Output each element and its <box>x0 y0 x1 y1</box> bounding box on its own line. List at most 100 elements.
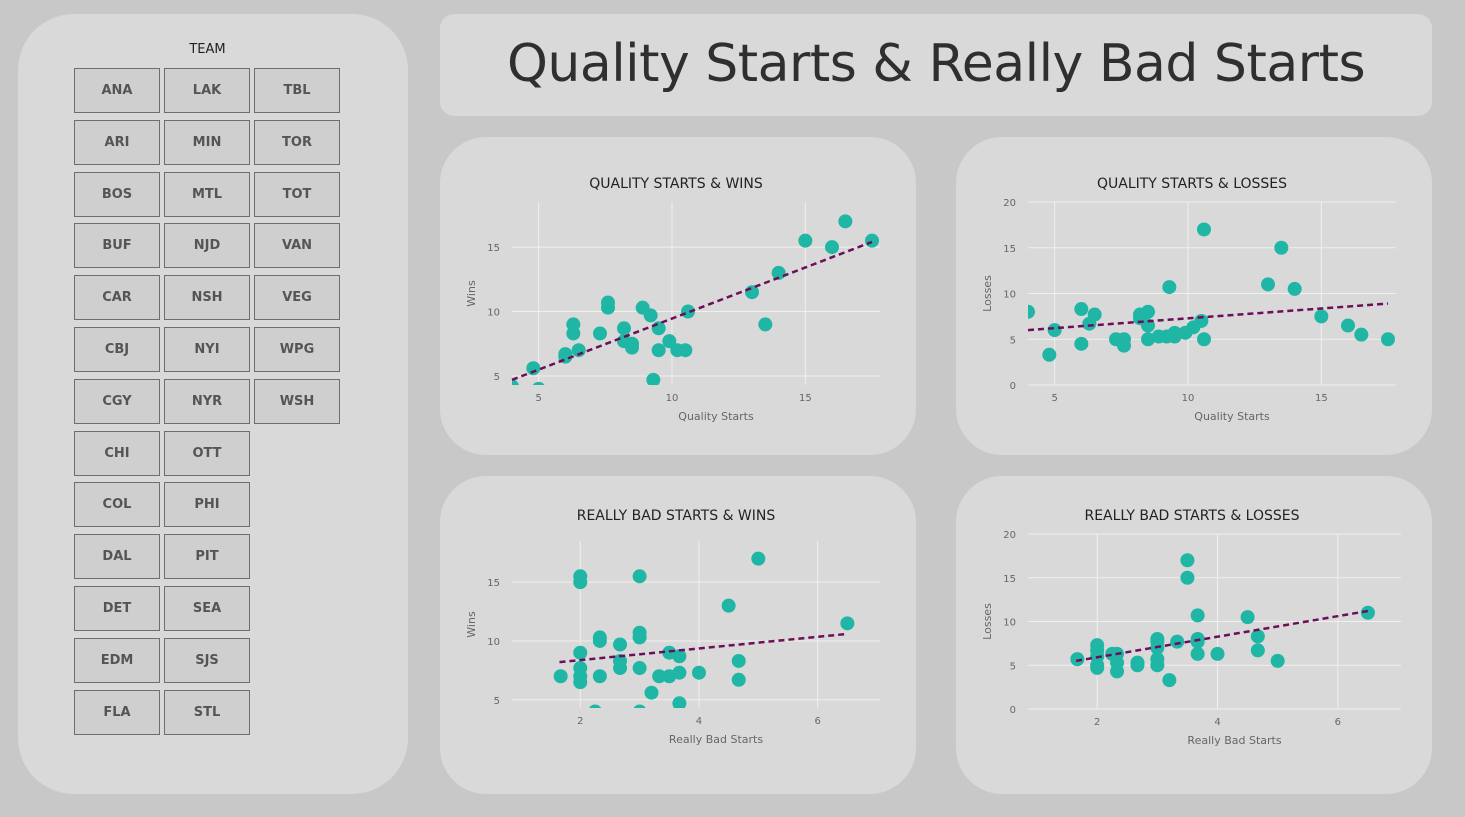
team-button-det[interactable]: DET <box>74 586 160 631</box>
data-point[interactable] <box>1210 646 1225 661</box>
team-button-edm[interactable]: EDM <box>74 638 160 683</box>
data-point[interactable] <box>798 233 813 248</box>
data-point[interactable] <box>1162 280 1177 295</box>
data-point[interactable] <box>1360 605 1375 620</box>
data-point[interactable] <box>1141 304 1155 319</box>
data-point[interactable] <box>1194 313 1209 328</box>
data-point[interactable] <box>1250 643 1265 658</box>
data-point[interactable] <box>1274 240 1289 255</box>
data-point[interactable] <box>1087 307 1102 322</box>
data-point[interactable] <box>691 665 706 680</box>
data-point[interactable] <box>1270 653 1285 668</box>
data-point[interactable] <box>1250 629 1265 644</box>
team-button-ana[interactable]: ANA <box>74 68 160 113</box>
data-point[interactable] <box>1150 652 1165 667</box>
team-button-min[interactable]: MIN <box>164 120 250 165</box>
data-point[interactable] <box>1190 608 1205 623</box>
data-point[interactable] <box>558 347 573 362</box>
data-point[interactable] <box>1180 570 1195 585</box>
data-point[interactable] <box>1130 655 1145 670</box>
data-point[interactable] <box>672 649 687 664</box>
data-point[interactable] <box>1170 634 1185 649</box>
data-point[interactable] <box>651 343 666 358</box>
team-button-sjs[interactable]: SJS <box>164 638 250 683</box>
team-button-pit[interactable]: PIT <box>164 534 250 579</box>
data-point[interactable] <box>651 321 666 336</box>
team-button-tor[interactable]: TOR <box>254 120 340 165</box>
team-button-sea[interactable]: SEA <box>164 586 250 631</box>
team-button-wsh[interactable]: WSH <box>254 379 340 424</box>
data-point[interactable] <box>731 653 746 668</box>
team-button-veg[interactable]: VEG <box>254 275 340 320</box>
data-point[interactable] <box>613 637 628 652</box>
data-point[interactable] <box>526 361 541 376</box>
team-button-van[interactable]: VAN <box>254 223 340 268</box>
data-point[interactable] <box>771 265 786 280</box>
data-point[interactable] <box>588 704 602 719</box>
team-button-car[interactable]: CAR <box>74 275 160 320</box>
team-button-bos[interactable]: BOS <box>74 172 160 217</box>
data-point[interactable] <box>672 696 687 710</box>
data-point[interactable] <box>1042 347 1057 362</box>
data-point[interactable] <box>751 551 766 566</box>
data-point[interactable] <box>652 669 667 684</box>
team-button-tot[interactable]: TOT <box>254 172 340 217</box>
data-point[interactable] <box>1197 332 1211 347</box>
team-button-wpg[interactable]: WPG <box>254 327 340 372</box>
team-button-ari[interactable]: ARI <box>74 120 160 165</box>
team-button-mtl[interactable]: MTL <box>164 172 250 217</box>
data-point[interactable] <box>662 334 677 349</box>
team-button-fla[interactable]: FLA <box>74 690 160 735</box>
data-point[interactable] <box>1150 632 1165 646</box>
data-point[interactable] <box>632 625 647 640</box>
data-point[interactable] <box>1047 323 1062 338</box>
data-point[interactable] <box>1180 553 1195 568</box>
data-point[interactable] <box>644 685 659 700</box>
data-point[interactable] <box>633 704 647 719</box>
team-button-stl[interactable]: STL <box>164 690 250 735</box>
team-button-nsh[interactable]: NSH <box>164 275 250 320</box>
data-point[interactable] <box>1197 222 1211 237</box>
data-point[interactable] <box>1190 646 1205 661</box>
data-point[interactable] <box>758 317 773 332</box>
data-point[interactable] <box>672 665 687 680</box>
data-point[interactable] <box>1167 325 1182 340</box>
data-point[interactable] <box>838 214 853 229</box>
team-button-ott[interactable]: OTT <box>164 431 250 476</box>
data-point[interactable] <box>505 379 519 393</box>
data-point[interactable] <box>1261 277 1275 292</box>
data-point[interactable] <box>678 343 693 358</box>
team-button-nyr[interactable]: NYR <box>164 379 250 424</box>
data-point[interactable] <box>593 326 607 341</box>
data-point[interactable] <box>840 616 855 631</box>
data-point[interactable] <box>1074 336 1089 351</box>
data-point[interactable] <box>1021 304 1035 319</box>
data-point[interactable] <box>1314 309 1329 324</box>
team-button-tbl[interactable]: TBL <box>254 68 340 113</box>
data-point[interactable] <box>865 233 879 248</box>
team-button-col[interactable]: COL <box>74 482 160 527</box>
data-point[interactable] <box>1074 302 1089 317</box>
team-button-njd[interactable]: NJD <box>164 223 250 268</box>
data-point[interactable] <box>625 336 639 351</box>
team-button-lak[interactable]: LAK <box>164 68 250 113</box>
data-point[interactable] <box>601 295 615 310</box>
team-button-cbj[interactable]: CBJ <box>74 327 160 372</box>
data-point[interactable] <box>592 669 607 684</box>
data-point[interactable] <box>632 661 647 676</box>
data-point[interactable] <box>573 661 588 676</box>
data-point[interactable] <box>613 653 628 668</box>
data-point[interactable] <box>632 569 647 584</box>
data-point[interactable] <box>643 308 658 323</box>
data-point[interactable] <box>1090 638 1105 653</box>
data-point[interactable] <box>1117 332 1131 347</box>
team-button-nyi[interactable]: NYI <box>164 327 250 372</box>
data-point[interactable] <box>566 317 581 332</box>
data-point[interactable] <box>573 569 588 584</box>
team-button-chi[interactable]: CHI <box>74 431 160 476</box>
data-point[interactable] <box>1354 327 1369 342</box>
data-point[interactable] <box>1141 332 1155 347</box>
data-point[interactable] <box>592 630 607 645</box>
data-point[interactable] <box>646 372 661 387</box>
data-point[interactable] <box>1341 318 1355 333</box>
